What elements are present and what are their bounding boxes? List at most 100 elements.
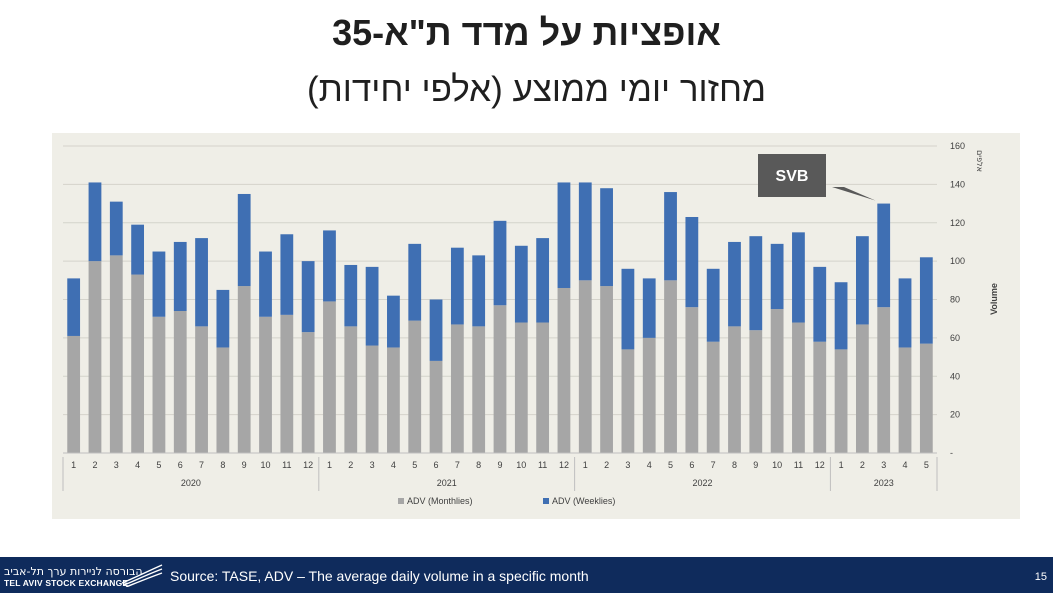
bar-weekly (109, 201, 123, 256)
bar-monthly (450, 324, 464, 453)
bar-monthly (280, 314, 294, 453)
bar-weekly (728, 241, 741, 327)
y-tick-label: 100 (950, 256, 965, 266)
x-tick-label: 4 (391, 460, 396, 470)
x-tick-label: 4 (903, 460, 908, 470)
x-tick-label: 6 (178, 460, 183, 470)
bar-monthly (621, 349, 635, 453)
bar-monthly (728, 326, 741, 453)
bar-monthly (152, 316, 166, 453)
bar-monthly (642, 337, 656, 453)
x-tick-label: 3 (881, 460, 886, 470)
bar-weekly (195, 238, 208, 327)
bar-weekly (770, 243, 784, 310)
bar-monthly (557, 287, 571, 453)
x-tick-label: 8 (220, 460, 225, 470)
x-tick-label: 3 (370, 460, 375, 470)
bar-monthly (749, 330, 763, 453)
bar-monthly (664, 280, 677, 453)
bar-weekly (131, 224, 145, 275)
bar-weekly (259, 251, 272, 317)
bar-weekly (344, 264, 358, 327)
bar-weekly (323, 230, 336, 302)
bar-monthly (365, 345, 379, 453)
legend-label-monthly: ADV (Monthlies) (407, 496, 473, 506)
y-tick-label: 120 (950, 218, 965, 228)
bar-weekly (88, 182, 102, 262)
bar-weekly (834, 282, 848, 350)
y-tick-label: 40 (950, 371, 960, 381)
bar-monthly (685, 307, 699, 453)
x-tick-label: 8 (476, 460, 481, 470)
bar-weekly (642, 278, 656, 338)
logo-hebrew-text: הבורסה לניירות ערך תל-אביב (4, 565, 143, 578)
bar-monthly (919, 343, 933, 453)
bar-weekly (536, 238, 550, 323)
bar-monthly (88, 261, 102, 453)
x-tick-label: 7 (455, 460, 460, 470)
x-tick-label: 11 (282, 460, 291, 470)
x-tick-label: 7 (711, 460, 716, 470)
x-tick-label: 9 (753, 460, 758, 470)
x-tick-label: 12 (815, 460, 825, 470)
callout-label: SVB (776, 168, 809, 185)
year-label: 2020 (181, 478, 201, 488)
year-label: 2022 (692, 478, 712, 488)
bar-monthly (578, 280, 592, 453)
bar-monthly (792, 322, 805, 453)
legend-swatch-weekly (543, 498, 549, 504)
bar-monthly (344, 326, 358, 453)
x-tick-label: 6 (434, 460, 439, 470)
bar-weekly (621, 268, 635, 350)
bar-weekly (877, 203, 891, 308)
bar-weekly (813, 266, 827, 342)
page-title: אופציות על מדד ת"א-35 (332, 12, 721, 53)
callout-pointer (832, 187, 876, 201)
x-tick-label: 2 (348, 460, 353, 470)
bar-monthly (770, 309, 784, 453)
bar-monthly (408, 320, 422, 453)
bar-monthly (706, 341, 720, 453)
bar-monthly (323, 301, 336, 453)
bar-weekly (152, 251, 166, 317)
x-tick-label: 2 (604, 460, 609, 470)
bar-monthly (131, 274, 145, 453)
bar-monthly (877, 307, 891, 453)
page-number: 15 (1034, 571, 1047, 583)
bar-weekly (365, 266, 379, 346)
logo-english-text: TEL AVIV STOCK EXCHANGE (4, 578, 129, 588)
legend-label-weekly: ADV (Weeklies) (552, 496, 615, 506)
bar-weekly (429, 299, 443, 361)
bar-weekly (706, 268, 720, 342)
bar-weekly (792, 232, 805, 323)
bar-weekly (450, 247, 464, 325)
bar-monthly (67, 335, 81, 453)
bar-monthly (216, 347, 230, 453)
legend-swatch-monthly (398, 498, 404, 504)
x-tick-label: 9 (242, 460, 247, 470)
x-tick-label: 12 (303, 460, 313, 470)
y-tick-label: 60 (950, 333, 960, 343)
bar-weekly (749, 236, 763, 331)
x-tick-label: 10 (516, 460, 526, 470)
page-subtitle: מחזור יומי ממוצע (אלפי יחידות) (306, 70, 767, 109)
x-tick-label: 1 (839, 460, 844, 470)
bar-monthly (259, 316, 272, 453)
x-tick-label: 12 (559, 460, 569, 470)
bar-weekly (514, 245, 528, 323)
x-tick-label: 4 (135, 460, 140, 470)
bar-weekly (67, 278, 81, 336)
bar-weekly (578, 182, 592, 281)
bar-monthly (237, 286, 251, 453)
x-tick-label: 5 (156, 460, 161, 470)
bar-monthly (855, 324, 869, 453)
bar-weekly (664, 192, 677, 281)
bar-monthly (301, 332, 315, 453)
x-tick-label: 1 (71, 460, 76, 470)
bar-weekly (173, 241, 187, 312)
bar-monthly (514, 322, 528, 453)
bar-weekly (919, 257, 933, 344)
x-tick-label: 10 (772, 460, 782, 470)
bar-weekly (216, 289, 230, 348)
